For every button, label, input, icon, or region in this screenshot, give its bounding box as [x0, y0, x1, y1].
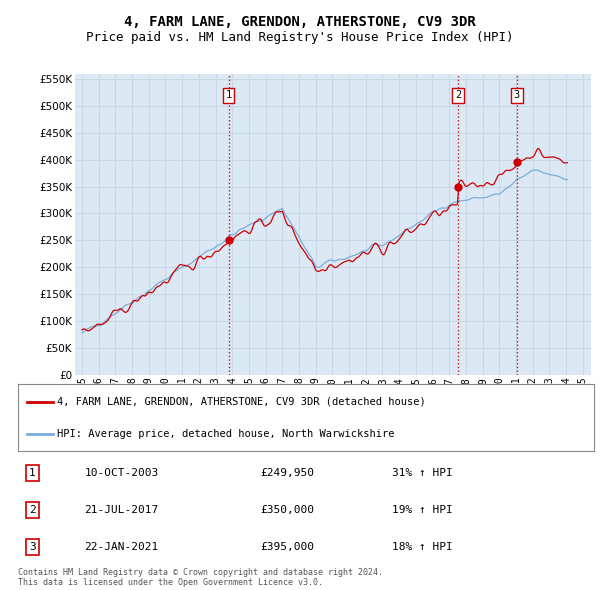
Text: £249,950: £249,950 [260, 468, 314, 478]
Text: 19% ↑ HPI: 19% ↑ HPI [392, 505, 453, 515]
Text: 21-JUL-2017: 21-JUL-2017 [84, 505, 158, 515]
Text: Contains HM Land Registry data © Crown copyright and database right 2024.
This d: Contains HM Land Registry data © Crown c… [18, 568, 383, 587]
Text: 10-OCT-2003: 10-OCT-2003 [84, 468, 158, 478]
Text: Price paid vs. HM Land Registry's House Price Index (HPI): Price paid vs. HM Land Registry's House … [86, 31, 514, 44]
Text: 4, FARM LANE, GRENDON, ATHERSTONE, CV9 3DR: 4, FARM LANE, GRENDON, ATHERSTONE, CV9 3… [124, 15, 476, 29]
Text: £350,000: £350,000 [260, 505, 314, 515]
Text: 2: 2 [29, 505, 36, 515]
Text: 3: 3 [514, 90, 520, 100]
Text: 31% ↑ HPI: 31% ↑ HPI [392, 468, 453, 478]
Text: 2: 2 [455, 90, 461, 100]
Text: 1: 1 [226, 90, 232, 100]
Text: 4, FARM LANE, GRENDON, ATHERSTONE, CV9 3DR (detached house): 4, FARM LANE, GRENDON, ATHERSTONE, CV9 3… [57, 397, 426, 407]
Text: 1: 1 [29, 468, 36, 478]
Text: £395,000: £395,000 [260, 542, 314, 552]
Text: 3: 3 [29, 542, 36, 552]
Text: 22-JAN-2021: 22-JAN-2021 [84, 542, 158, 552]
Text: 18% ↑ HPI: 18% ↑ HPI [392, 542, 453, 552]
Text: HPI: Average price, detached house, North Warwickshire: HPI: Average price, detached house, Nort… [57, 430, 395, 440]
